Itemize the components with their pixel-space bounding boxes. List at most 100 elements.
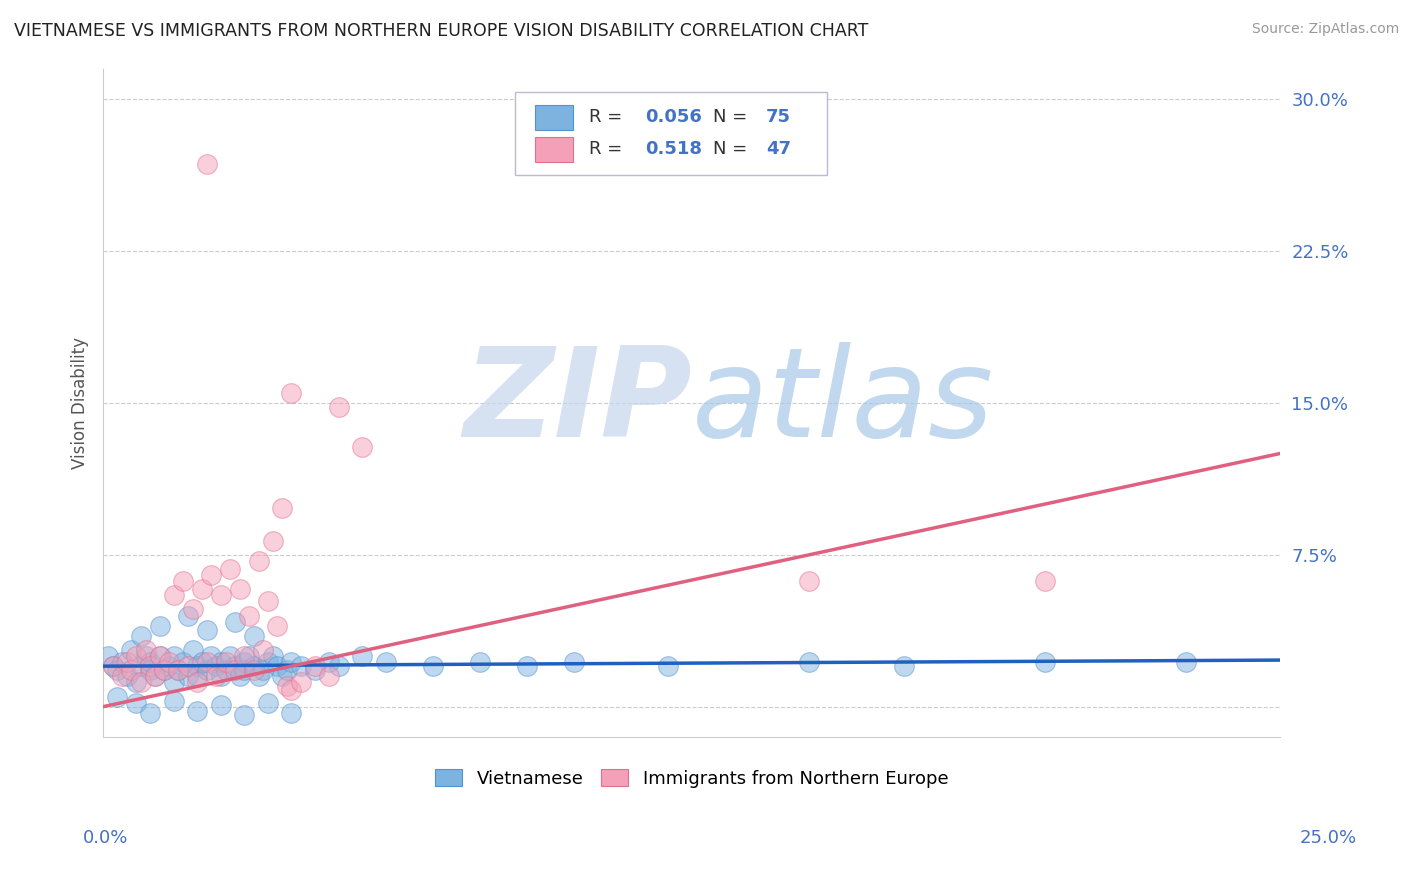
Point xyxy=(290,659,312,673)
Point xyxy=(143,669,166,683)
Point xyxy=(233,663,256,677)
Point xyxy=(105,690,128,704)
Point xyxy=(186,704,208,718)
Point xyxy=(209,588,232,602)
Point xyxy=(205,669,228,683)
Point xyxy=(149,648,172,663)
Point xyxy=(125,675,148,690)
Point xyxy=(163,675,186,690)
Point xyxy=(120,663,142,677)
Point xyxy=(271,501,294,516)
Point xyxy=(191,655,214,669)
Point xyxy=(422,659,444,673)
Point xyxy=(143,669,166,683)
Point xyxy=(224,615,246,629)
Point xyxy=(129,629,152,643)
Bar xyxy=(536,104,572,130)
Point xyxy=(247,554,270,568)
Point xyxy=(352,441,374,455)
Point xyxy=(111,655,134,669)
Point xyxy=(134,648,156,663)
Point xyxy=(139,659,162,673)
Point xyxy=(280,655,302,669)
Point xyxy=(209,698,232,712)
Point xyxy=(129,675,152,690)
Point xyxy=(893,659,915,673)
Text: 25.0%: 25.0% xyxy=(1301,830,1357,847)
Point xyxy=(177,669,200,683)
Point xyxy=(163,588,186,602)
Point xyxy=(657,659,679,673)
Point xyxy=(125,696,148,710)
Text: 75: 75 xyxy=(766,108,792,127)
Point xyxy=(149,648,172,663)
Point xyxy=(157,655,180,669)
Point xyxy=(262,648,284,663)
Point xyxy=(228,582,250,597)
Text: 0.0%: 0.0% xyxy=(83,830,128,847)
Text: ZIP: ZIP xyxy=(463,343,692,463)
Point xyxy=(209,655,232,669)
Point xyxy=(101,659,124,673)
Text: VIETNAMESE VS IMMIGRANTS FROM NORTHERN EUROPE VISION DISABILITY CORRELATION CHAR: VIETNAMESE VS IMMIGRANTS FROM NORTHERN E… xyxy=(14,22,869,40)
Point xyxy=(233,648,256,663)
Point xyxy=(167,663,190,677)
Point xyxy=(219,562,242,576)
Text: atlas: atlas xyxy=(692,343,994,463)
Point xyxy=(252,663,274,677)
Point xyxy=(139,663,162,677)
Point xyxy=(304,663,326,677)
Point xyxy=(111,669,134,683)
Point xyxy=(205,659,228,673)
Point xyxy=(101,659,124,673)
Point xyxy=(328,400,350,414)
Point xyxy=(186,659,208,673)
Point xyxy=(257,655,280,669)
Point xyxy=(276,680,298,694)
Point xyxy=(304,659,326,673)
Point xyxy=(115,669,138,683)
Point xyxy=(97,648,120,663)
Point xyxy=(252,643,274,657)
Point xyxy=(115,655,138,669)
Point xyxy=(243,659,266,673)
Point xyxy=(228,669,250,683)
Point xyxy=(134,643,156,657)
Point xyxy=(129,659,152,673)
Point xyxy=(125,648,148,663)
Point xyxy=(266,659,288,673)
Point xyxy=(153,663,176,677)
Y-axis label: Vision Disability: Vision Disability xyxy=(72,337,89,469)
Text: 0.056: 0.056 xyxy=(644,108,702,127)
Point xyxy=(195,157,218,171)
Point xyxy=(195,663,218,677)
Point xyxy=(262,533,284,548)
Point xyxy=(163,693,186,707)
Point xyxy=(200,568,222,582)
Point xyxy=(374,655,396,669)
Point xyxy=(186,669,208,683)
Point xyxy=(214,663,236,677)
Point xyxy=(177,608,200,623)
Point xyxy=(120,643,142,657)
Point xyxy=(233,655,256,669)
Point xyxy=(195,623,218,637)
Point xyxy=(328,659,350,673)
Point xyxy=(280,706,302,720)
FancyBboxPatch shape xyxy=(515,92,827,176)
Point xyxy=(153,663,176,677)
Point xyxy=(105,663,128,677)
Point xyxy=(167,663,190,677)
Point xyxy=(799,574,821,588)
Point xyxy=(516,659,538,673)
Point xyxy=(149,618,172,632)
Bar xyxy=(536,136,572,162)
Point xyxy=(257,594,280,608)
Point xyxy=(247,669,270,683)
Point xyxy=(139,706,162,720)
Point xyxy=(257,696,280,710)
Point xyxy=(799,655,821,669)
Point xyxy=(243,663,266,677)
Point xyxy=(238,648,260,663)
Point xyxy=(1033,655,1056,669)
